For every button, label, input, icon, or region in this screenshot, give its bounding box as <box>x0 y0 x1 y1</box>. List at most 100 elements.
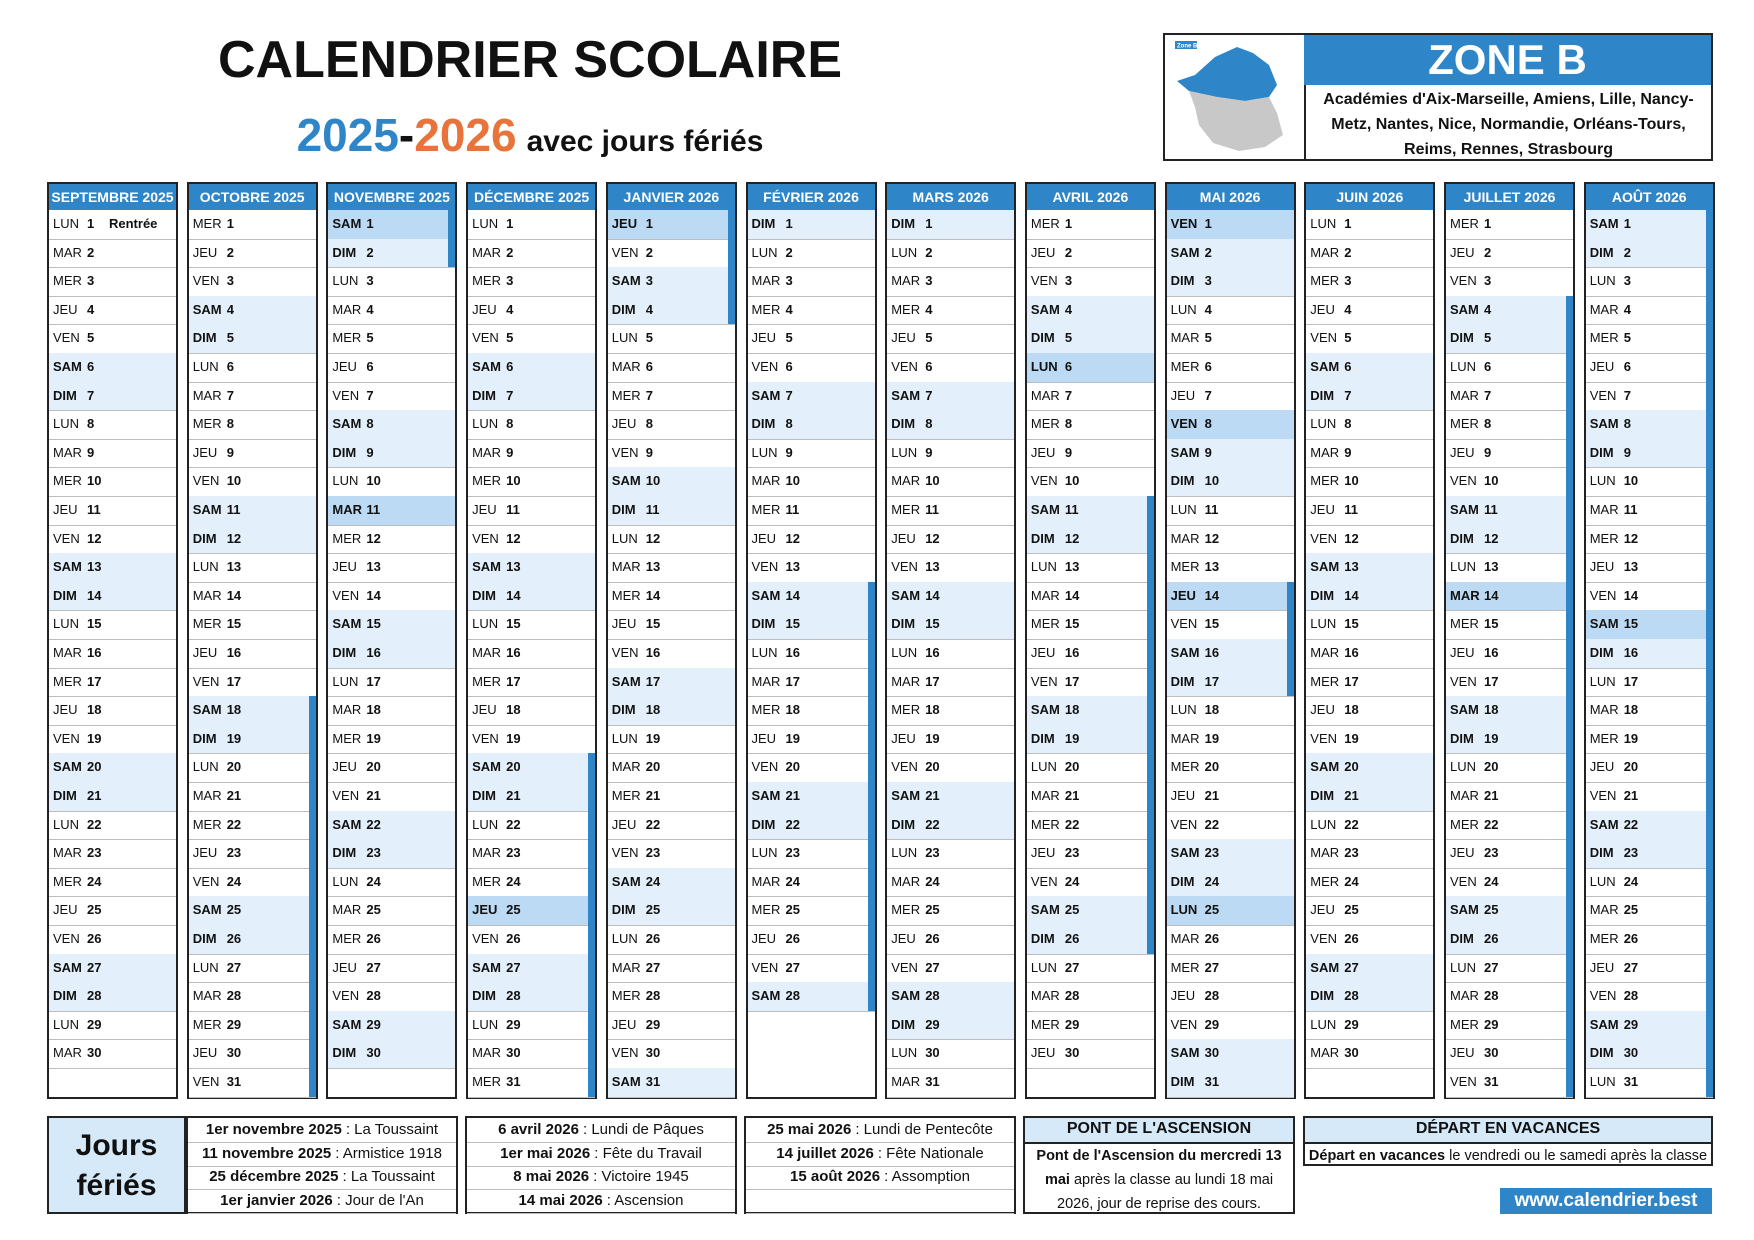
day-name: JEU <box>192 244 218 260</box>
day-name: MAR <box>1450 988 1479 1004</box>
day-number: 12 <box>785 530 800 546</box>
day-number: 11 <box>785 502 800 517</box>
day-number: 24 <box>645 873 661 889</box>
day-number: 17 <box>226 673 242 689</box>
day-number: 12 <box>1344 530 1359 546</box>
day-name: LUN <box>332 873 359 889</box>
day-row: LUN 5 <box>607 324 735 354</box>
day-name: MAR <box>1310 244 1340 260</box>
day-row: MER 22 <box>188 811 316 841</box>
day-name: MER <box>53 273 82 289</box>
day-name: VEN <box>192 273 220 289</box>
day-row: SAM 17 <box>607 667 735 698</box>
day-number: 22 <box>1484 816 1499 832</box>
day-row: VEN 12 <box>49 525 176 555</box>
day-number: 21 <box>226 788 242 803</box>
day-row: DIM 18 <box>607 696 735 726</box>
day-number: 10 <box>785 473 800 489</box>
day-row: SAM 13 <box>49 553 176 583</box>
website[interactable]: www.calendrier.best <box>1500 1188 1712 1214</box>
day-number: 4 <box>1484 301 1492 317</box>
day-name: VEN <box>1170 816 1198 832</box>
day-row: MAR 11 <box>328 496 456 526</box>
day-name: VEN <box>1450 1074 1477 1089</box>
day-row: SAM 20 <box>468 753 596 783</box>
day-number: 17 <box>366 673 381 689</box>
day-number: 28 <box>226 988 242 1004</box>
day-number: 20 <box>785 759 800 775</box>
day-name: DIM <box>1170 673 1195 689</box>
day-row: LUN 23 <box>887 839 1015 869</box>
day-number: 26 <box>645 931 661 946</box>
day-name: DIM <box>332 1045 357 1061</box>
day-number: 13 <box>87 559 102 575</box>
day-number: 6 <box>226 359 234 374</box>
pont-text-block: Pont de l'Ascension du mercredi 13 mai a… <box>1025 1144 1293 1216</box>
day-name: LUN <box>1450 759 1477 775</box>
day-row: LUN 15 <box>468 610 596 640</box>
day-row: VEN 21 <box>1585 782 1713 812</box>
day-name: VEN <box>1310 530 1338 546</box>
day-name: DIM <box>1589 444 1614 460</box>
day-row: SAM 27 <box>1306 953 1434 984</box>
day-row: DIM 26 <box>188 925 316 955</box>
day-number: 24 <box>925 873 940 889</box>
day-number: 26 <box>1204 931 1220 946</box>
depart-bold: Départ en vacances <box>1308 1148 1446 1164</box>
month-column: JUIN 2026 LUN 1 MAR 2 MER 3 JEU 4 VEN 5 SAM 6 DIM 7 LUN… <box>1304 182 1436 1099</box>
day-number: 15 <box>925 616 940 632</box>
day-name: MAR <box>1589 702 1619 718</box>
day-row: JEU 8 <box>607 410 735 440</box>
day-name: LUN <box>1589 473 1616 489</box>
day-row: JEU 27 <box>328 954 456 984</box>
day-row: DIM 5 <box>1446 324 1573 354</box>
day-number: 15 <box>87 616 102 632</box>
day-number: 10 <box>645 473 661 489</box>
day-number: 22 <box>1064 816 1080 832</box>
day-row: MER 25 <box>887 896 1015 926</box>
day-row: LUN 23 <box>747 839 875 869</box>
day-name: DIM <box>611 502 636 517</box>
day-number: 31 <box>1484 1074 1499 1089</box>
day-name: MAR <box>1589 502 1619 517</box>
day-name: LUN <box>53 1016 80 1032</box>
day-number: 21 <box>1484 788 1499 803</box>
day-number: 20 <box>1484 759 1499 775</box>
day-number: 21 <box>87 788 102 803</box>
day-name: SAM <box>1450 902 1479 918</box>
day-row: MER 24 <box>468 868 596 898</box>
day-name: DIM <box>53 587 77 603</box>
day-number: 22 <box>366 816 381 832</box>
day-row: VEN 9 <box>607 439 735 469</box>
day-row: JEU 30 <box>1446 1039 1573 1069</box>
holiday-date: 14 mai 2026 <box>518 1191 603 1209</box>
day-number: 21 <box>1064 788 1080 803</box>
day-number: 5 <box>506 330 514 346</box>
day-row: DIM 7 <box>468 381 596 412</box>
day-row: VEN 26 <box>468 925 596 955</box>
day-name: MAR <box>1310 645 1340 660</box>
day-row: VEN 3 <box>1026 267 1154 297</box>
day-number: 28 <box>1344 988 1359 1004</box>
day-name: VEN <box>192 673 220 689</box>
day-name: LUN <box>53 416 80 432</box>
day-number: 24 <box>366 873 381 889</box>
day-row: DIM 8 <box>747 410 875 440</box>
day-row: DIM 21 <box>49 782 176 812</box>
map-other-zones <box>1189 91 1283 151</box>
day-number: 6 <box>1064 359 1073 374</box>
day-name: SAM <box>53 359 82 374</box>
day-row: MAR 5 <box>1166 324 1294 354</box>
day-row: LUN 22 <box>1306 811 1434 841</box>
day-name: VEN <box>1030 673 1058 689</box>
day-number: 3 <box>226 273 234 289</box>
day-number: 9 <box>87 444 95 460</box>
day-row: SAM 1 <box>1585 210 1713 240</box>
day-number: 20 <box>1204 759 1220 775</box>
day-number: 10 <box>87 473 102 489</box>
day-number: 14 <box>366 587 381 603</box>
day-number: 2 <box>1204 244 1212 260</box>
depart-text: le vendredi ou le samedi après la classe <box>1449 1148 1708 1164</box>
day-number: 25 <box>1623 902 1639 918</box>
day-row: SAM 10 <box>607 467 735 497</box>
